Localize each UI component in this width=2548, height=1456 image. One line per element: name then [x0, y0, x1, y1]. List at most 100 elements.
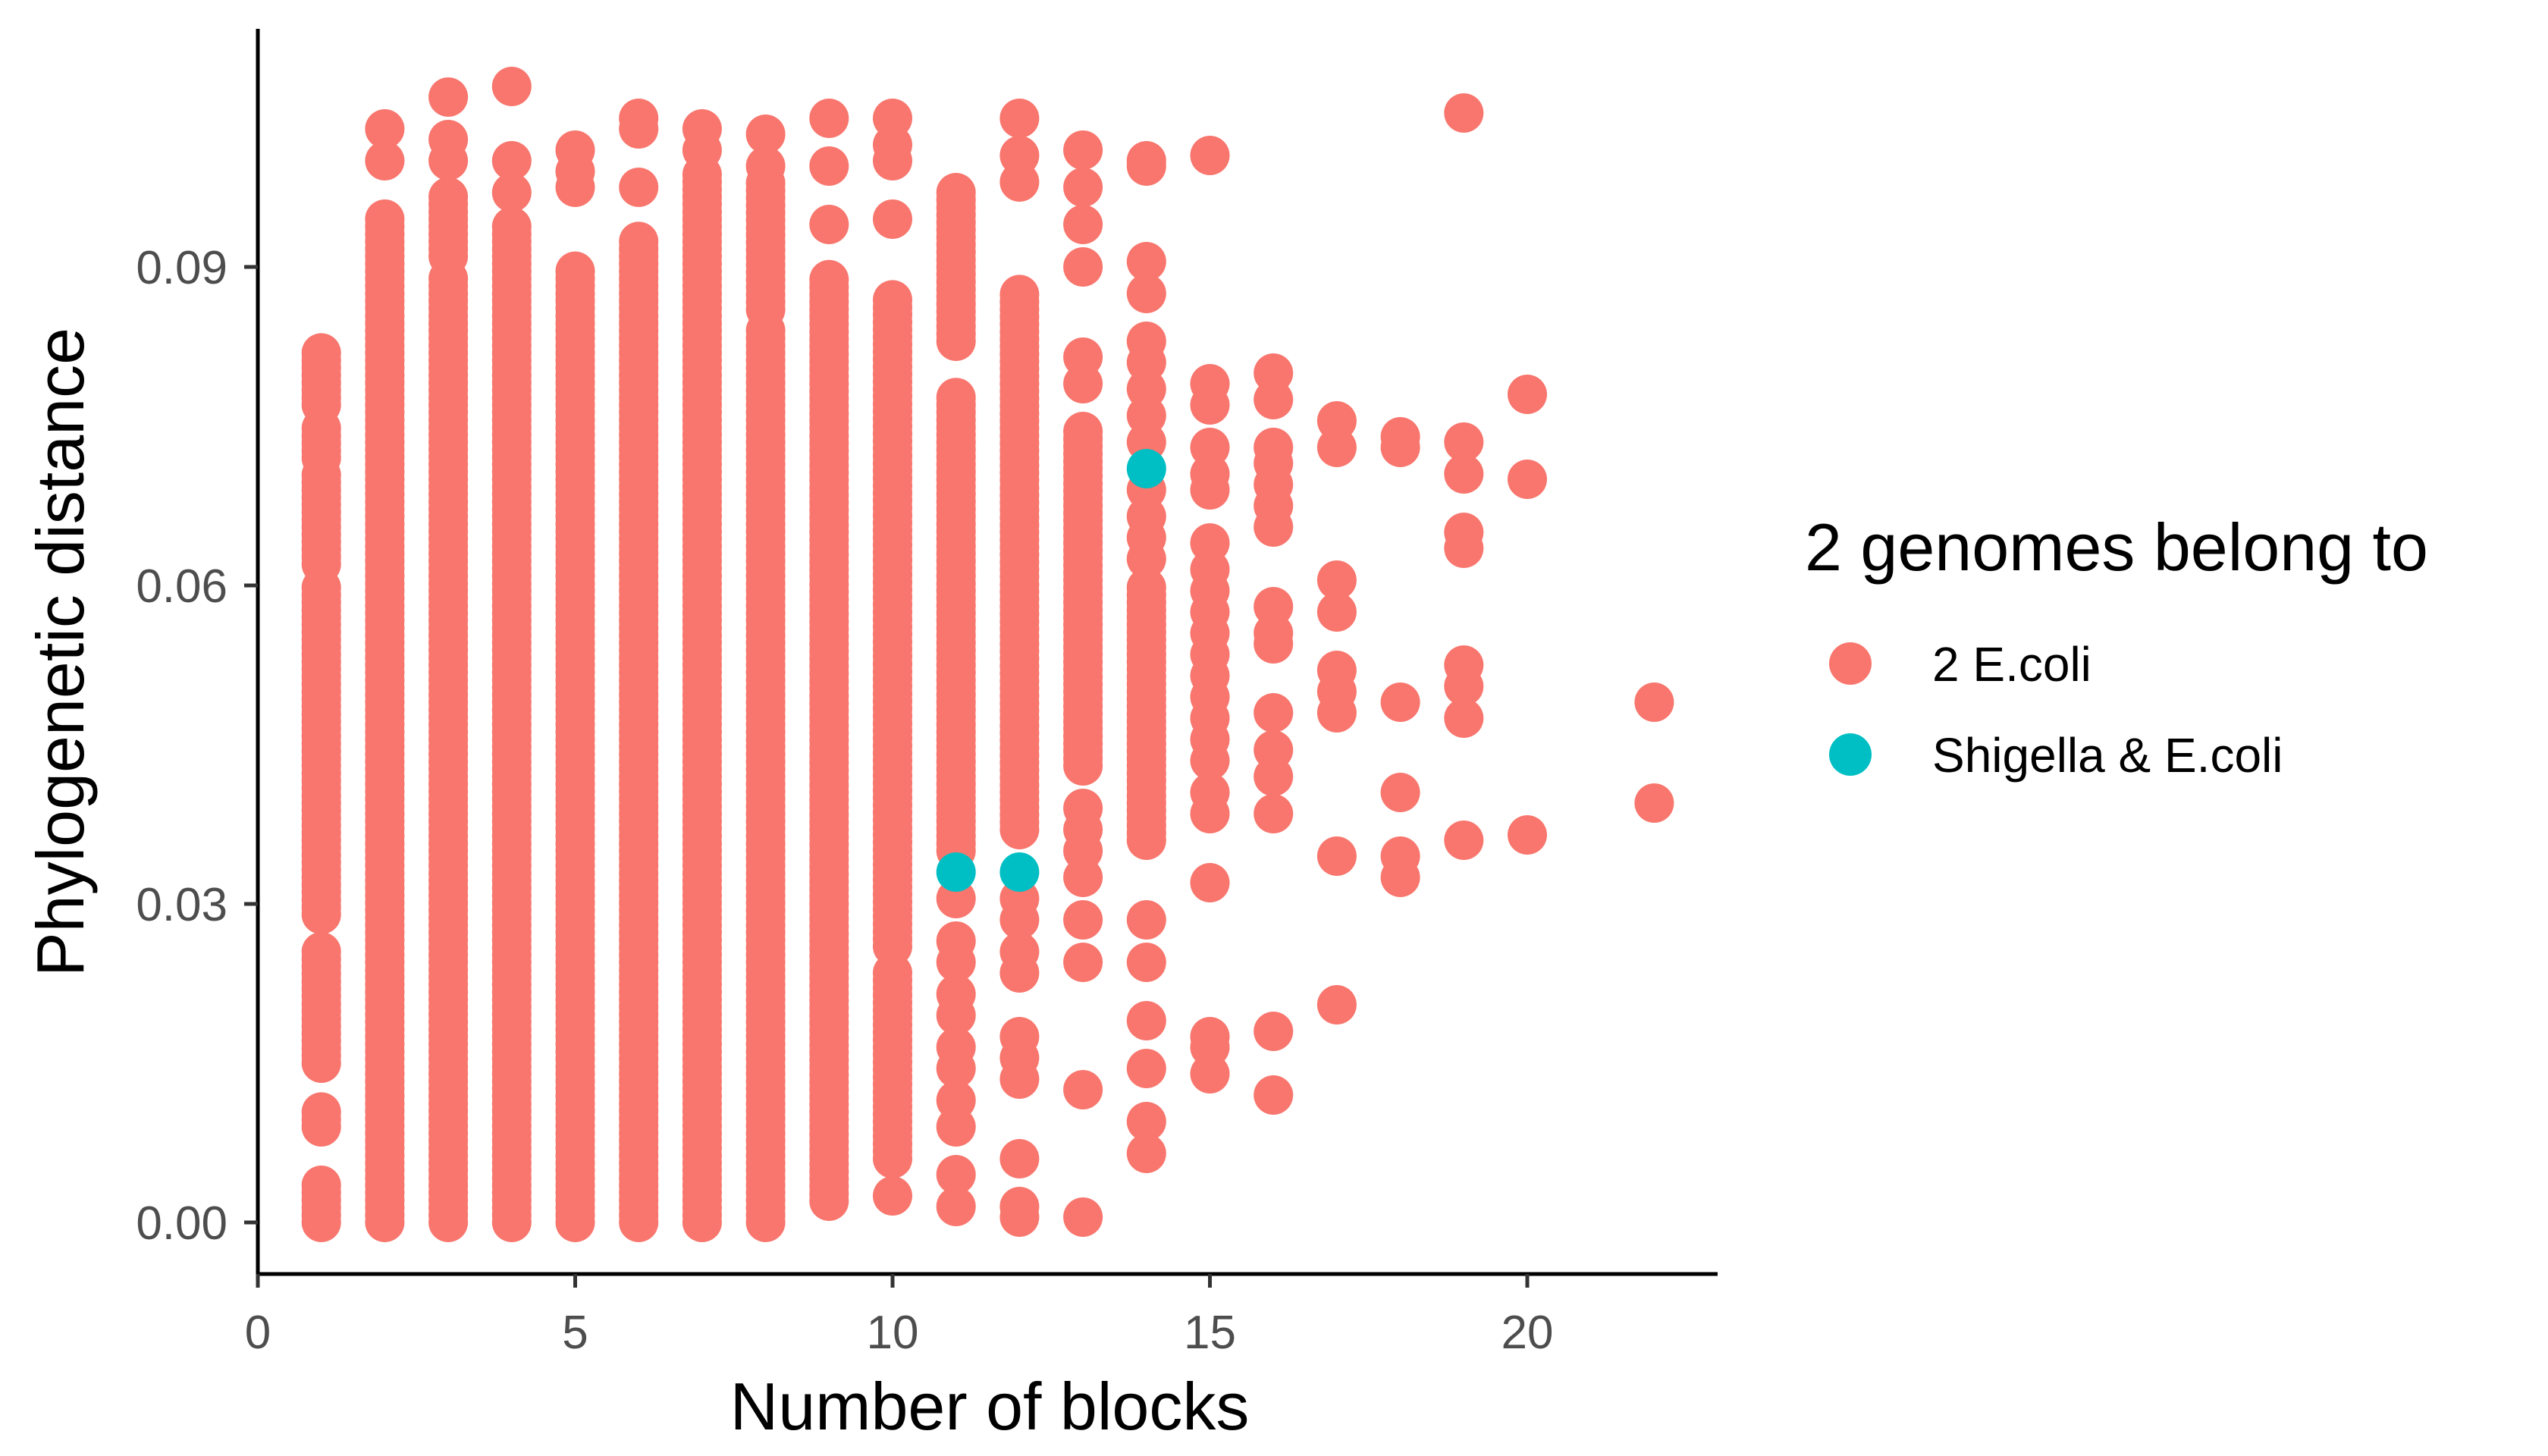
ecoli-point — [1063, 943, 1103, 982]
ecoli-point — [1126, 322, 1166, 361]
ecoli-point — [745, 115, 786, 154]
ecoli-point — [365, 199, 405, 239]
ecoli-point — [1444, 645, 1484, 685]
x-tick-label: 0 — [245, 1307, 271, 1359]
ecoli-point — [936, 1028, 976, 1067]
ecoli-point — [619, 168, 659, 207]
x-tick-label: 20 — [1502, 1307, 1554, 1359]
ecoli-point — [1063, 337, 1103, 377]
ecoli-point — [1634, 783, 1674, 823]
ecoli-point — [1254, 428, 1294, 467]
ecoli-point — [1190, 1017, 1230, 1056]
ecoli-point — [301, 932, 341, 971]
ecoli-point — [1063, 1070, 1103, 1109]
ecoli-point — [809, 205, 849, 244]
legend-title: 2 genomes belong to — [1805, 510, 2428, 585]
ecoli-point — [301, 1092, 341, 1132]
ecoli-point — [1190, 364, 1230, 403]
ecoli-point — [1444, 93, 1484, 133]
ecoli-point — [1380, 417, 1420, 457]
ecoli-point — [555, 130, 595, 170]
ecoli-point — [1126, 1134, 1166, 1173]
shigella-point — [999, 852, 1040, 892]
ecoli-point — [1254, 1075, 1294, 1115]
y-tick-label: 0.00 — [136, 1197, 228, 1250]
ecoli-point — [873, 1176, 912, 1216]
ecoli-point — [873, 99, 912, 138]
ecoli-point — [301, 1166, 341, 1205]
ecoli-point — [936, 1155, 976, 1194]
ecoli-point — [999, 99, 1040, 138]
ecoli-point — [1126, 274, 1166, 313]
ecoli-point — [1316, 592, 1357, 632]
ecoli-point — [1254, 353, 1294, 393]
ecoli-point — [1316, 985, 1357, 1025]
ecoli-point — [1380, 836, 1420, 876]
ecoli-point — [809, 259, 849, 300]
ecoli-point — [1444, 821, 1484, 860]
ecoli-point — [491, 67, 532, 106]
legend-key-ecoli — [1829, 642, 1872, 685]
ecoli-point — [1254, 693, 1294, 733]
ecoli-point — [999, 1139, 1040, 1178]
ecoli-point — [1190, 428, 1230, 467]
legend-label-ecoli: 2 E.coli — [1932, 637, 2091, 692]
points-layer — [301, 67, 1674, 1242]
ecoli-point — [999, 1187, 1040, 1226]
ecoli-point — [999, 1017, 1040, 1056]
y-axis-title: Phylogenetic distance — [23, 328, 98, 977]
legend-label-shigella: Shigella & E.coli — [1932, 728, 2283, 783]
ecoli-point — [999, 136, 1040, 175]
ecoli-point — [1063, 168, 1103, 207]
legend: 2 genomes belong to 2 E.coli Shigella & … — [1805, 510, 2428, 783]
ecoli-point — [491, 141, 532, 180]
ecoli-point — [1508, 460, 1547, 499]
ecoli-point — [1126, 1001, 1166, 1040]
ecoli-point — [365, 109, 405, 149]
ecoli-point — [1316, 401, 1357, 441]
ecoli-point — [1316, 836, 1357, 876]
ecoli-point — [1063, 130, 1103, 170]
ecoli-point — [745, 146, 786, 186]
ecoli-point — [1063, 247, 1103, 287]
ecoli-point — [1126, 900, 1166, 940]
ecoli-point — [1254, 587, 1294, 626]
ecoli-point — [1190, 863, 1230, 902]
legend-key-shigella — [1829, 733, 1872, 776]
ecoli-point — [491, 206, 532, 246]
ecoli-point — [1126, 141, 1166, 180]
x-tick-label: 10 — [867, 1307, 919, 1359]
ecoli-point — [1190, 773, 1230, 812]
ecoli-point — [1190, 136, 1230, 175]
ecoli-point — [1316, 560, 1357, 600]
ecoli-point — [1634, 682, 1674, 722]
ecoli-point — [619, 99, 659, 138]
ecoli-point — [1063, 205, 1103, 244]
ecoli-point — [428, 177, 469, 217]
y-tick-label: 0.03 — [136, 879, 228, 931]
ecoli-point — [1444, 422, 1484, 462]
ecoli-point — [936, 974, 976, 1014]
ecoli-point — [682, 109, 722, 149]
ecoli-point — [491, 173, 532, 212]
y-tick-label: 0.06 — [136, 560, 228, 613]
ecoli-point — [619, 221, 659, 262]
shigella-point — [1126, 449, 1166, 488]
ecoli-point — [936, 921, 976, 961]
ecoli-point — [1126, 1102, 1166, 1141]
ecoli-point — [1508, 815, 1547, 855]
ecoli-point — [1254, 1012, 1294, 1051]
y-ticks: 0.00 0.03 0.06 0.09 — [136, 242, 258, 1250]
ecoli-point — [1444, 698, 1484, 738]
x-axis-title: Number of blocks — [730, 1369, 1250, 1444]
ecoli-point — [428, 77, 469, 117]
ecoli-point — [1063, 900, 1103, 940]
ecoli-point — [1126, 242, 1166, 281]
x-tick-label: 5 — [562, 1307, 588, 1359]
ecoli-point — [809, 146, 849, 186]
ecoli-point — [873, 280, 912, 320]
ecoli-point — [1063, 412, 1103, 451]
ecoli-point — [873, 199, 912, 239]
ecoli-point — [999, 932, 1040, 971]
ecoli-point — [428, 120, 469, 159]
